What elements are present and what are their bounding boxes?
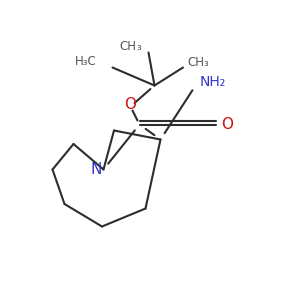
Text: O: O <box>124 97 136 112</box>
Text: O: O <box>221 117 233 132</box>
Text: CH₃: CH₃ <box>188 56 209 70</box>
Text: NH₂: NH₂ <box>200 76 226 89</box>
Text: N: N <box>90 162 102 177</box>
Text: CH: CH <box>119 40 136 53</box>
Text: H₃C: H₃C <box>75 55 96 68</box>
Text: ₃: ₃ <box>136 40 141 53</box>
